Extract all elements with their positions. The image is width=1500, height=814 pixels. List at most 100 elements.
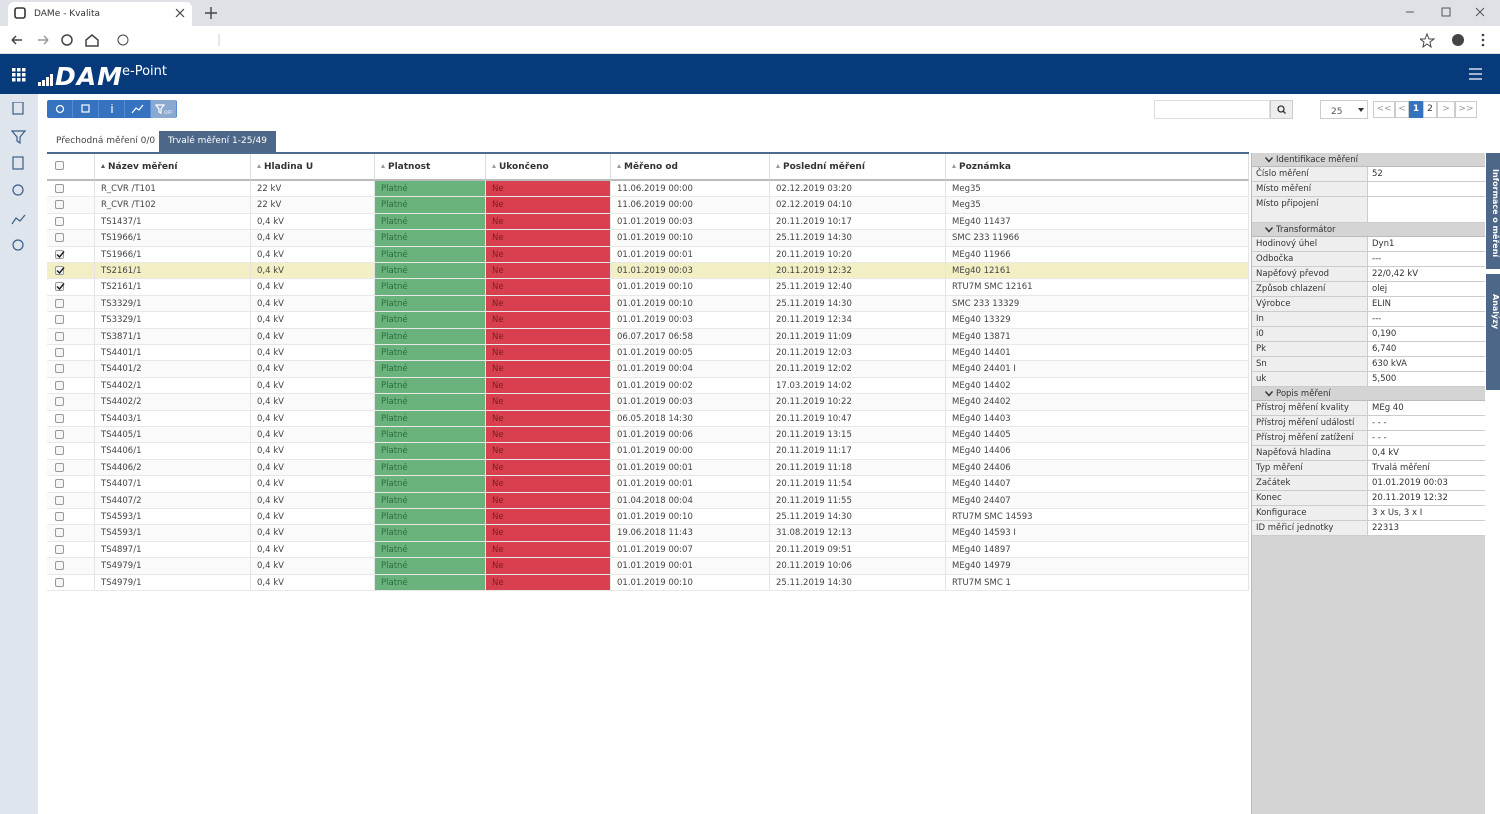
hamburger[interactable] [1469, 68, 1482, 80]
checkbox[interactable] [55, 413, 64, 423]
table-cell[interactable]: TS1437/1 [95, 213, 251, 231]
table-cell[interactable]: TS3329/1 [95, 295, 251, 313]
table-cell[interactable]: TS4593/1 [95, 525, 251, 542]
table-cell[interactable]: TS4402/2 [95, 394, 251, 411]
checkbox[interactable] [55, 479, 64, 489]
refresh-button[interactable] [47, 100, 73, 118]
checkbox[interactable] [55, 249, 65, 259]
table-cell[interactable]: TS4979/1 [95, 558, 251, 575]
table-cell[interactable]: TS3871/1 [95, 328, 251, 345]
table-cell[interactable]: TS4401/1 [95, 345, 251, 362]
info-label: Typ měření [1252, 461, 1368, 476]
table-cell[interactable]: R_CVR /T101 [95, 181, 251, 198]
browser-tab[interactable]: DAMe - Kvalita [8, 2, 192, 26]
checkbox[interactable] [55, 380, 64, 390]
table-cell[interactable]: TS4979/1 [95, 574, 251, 591]
column-title: Poslední měření [783, 162, 865, 172]
checkbox[interactable] [55, 495, 64, 505]
table-cell[interactable]: TS4401/2 [95, 361, 251, 378]
side-tab-info[interactable] [1486, 153, 1500, 269]
pager-button[interactable]: >> [1455, 101, 1477, 118]
info-value: 6,740 [1368, 342, 1485, 357]
apps-menu[interactable] [12, 68, 26, 82]
checkbox[interactable] [55, 161, 64, 170]
search-button[interactable] [1270, 100, 1293, 119]
pager-button[interactable]: < [1395, 101, 1409, 118]
checkbox[interactable] [55, 331, 64, 341]
window-controls[interactable] [1400, 5, 1492, 19]
checkbox[interactable] [55, 577, 64, 587]
table-cell: Platné [375, 492, 486, 509]
browser-actions[interactable] [1420, 32, 1490, 48]
table-cell[interactable]: R_CVR /T102 [95, 197, 251, 214]
checkbox[interactable] [55, 397, 64, 407]
pager-button[interactable]: 2 [1423, 101, 1437, 118]
table-cell[interactable]: TS4897/1 [95, 541, 251, 559]
column-header[interactable]: Ukončeno [486, 154, 611, 181]
column-header[interactable]: Platnost [375, 154, 486, 181]
section-header[interactable]: Popis měření [1252, 387, 1485, 401]
tab-active[interactable]: Trvalé měření 1-25/49 [159, 131, 276, 152]
checkbox[interactable] [55, 184, 64, 193]
table-cell: 0,4 kV [251, 509, 375, 526]
select-button[interactable] [73, 100, 99, 118]
info-label: Přístroj měření zatížení [1252, 431, 1368, 446]
checkbox[interactable] [55, 200, 64, 210]
info-value: 20.11.2019 12:32 [1368, 491, 1485, 506]
table-cell[interactable]: TS4407/1 [95, 476, 251, 493]
column-header[interactable]: Hladina U [251, 154, 375, 181]
side-tab-analyses[interactable] [1486, 274, 1500, 390]
checkbox[interactable] [55, 462, 64, 472]
checkbox[interactable] [55, 233, 64, 243]
info-value: Trvalá měření [1368, 461, 1485, 476]
column-header[interactable]: Název měření [95, 154, 251, 181]
column-header[interactable]: Poznámka [946, 154, 1249, 181]
pager-button[interactable]: << [1373, 101, 1395, 118]
column-header[interactable]: Poslední měření [770, 154, 946, 181]
new-tab[interactable] [205, 7, 217, 19]
table-cell[interactable]: TS2161/1 [95, 279, 251, 296]
pager-button[interactable]: > [1437, 101, 1455, 118]
checkbox[interactable] [55, 266, 65, 275]
tab[interactable]: Přechodná měření 0/0 [56, 136, 156, 146]
table-cell[interactable]: TS4405/1 [95, 427, 251, 444]
table-cell: 0,4 kV [251, 345, 375, 362]
column-header[interactable]: Měřeno od [611, 154, 770, 181]
checkbox[interactable] [55, 348, 64, 357]
table-cell[interactable]: TS1966/1 [95, 230, 251, 247]
table-cell[interactable]: TS4593/1 [95, 509, 251, 526]
table-cell: 22 kV [251, 197, 375, 214]
table-cell: 01.01.2019 00:02 [611, 377, 770, 395]
table-cell[interactable]: TS3329/1 [95, 312, 251, 329]
checkbox[interactable] [55, 446, 64, 456]
checkbox[interactable] [55, 216, 64, 226]
checkbox[interactable] [55, 282, 65, 292]
table-cell[interactable]: TS4403/1 [95, 410, 251, 427]
info-value: 630 kVA [1368, 357, 1485, 372]
checkbox[interactable] [55, 561, 64, 571]
table-cell[interactable]: TS4407/2 [95, 492, 251, 509]
sidebar-icons[interactable] [11, 102, 27, 252]
checkbox[interactable] [55, 528, 64, 538]
table-cell[interactable]: TS4402/1 [95, 377, 251, 395]
checkbox[interactable] [55, 430, 64, 439]
checkbox[interactable] [55, 364, 64, 374]
page-size-select[interactable]: 25 [1320, 100, 1368, 119]
checkbox[interactable] [55, 544, 64, 554]
table-cell: Platné [375, 574, 486, 591]
checkbox[interactable] [55, 315, 64, 325]
section-header[interactable]: Transformátor [1252, 223, 1485, 237]
checkbox[interactable] [55, 512, 64, 521]
section-header[interactable]: Identifikace měření [1252, 153, 1485, 167]
search-input[interactable] [1154, 100, 1270, 119]
pager-button[interactable]: 1 [1409, 101, 1423, 118]
checkbox[interactable] [55, 298, 64, 308]
nav-icons[interactable] [8, 32, 228, 48]
table-cell[interactable]: TS4406/2 [95, 459, 251, 477]
tab-close[interactable] [175, 8, 185, 18]
table-cell[interactable]: TS1966/1 [95, 246, 251, 263]
table-cell[interactable]: TS2161/1 [95, 263, 251, 280]
table-cell: 22 kV [251, 181, 375, 198]
table-cell: 0,4 kV [251, 230, 375, 247]
table-cell[interactable]: TS4406/1 [95, 443, 251, 460]
